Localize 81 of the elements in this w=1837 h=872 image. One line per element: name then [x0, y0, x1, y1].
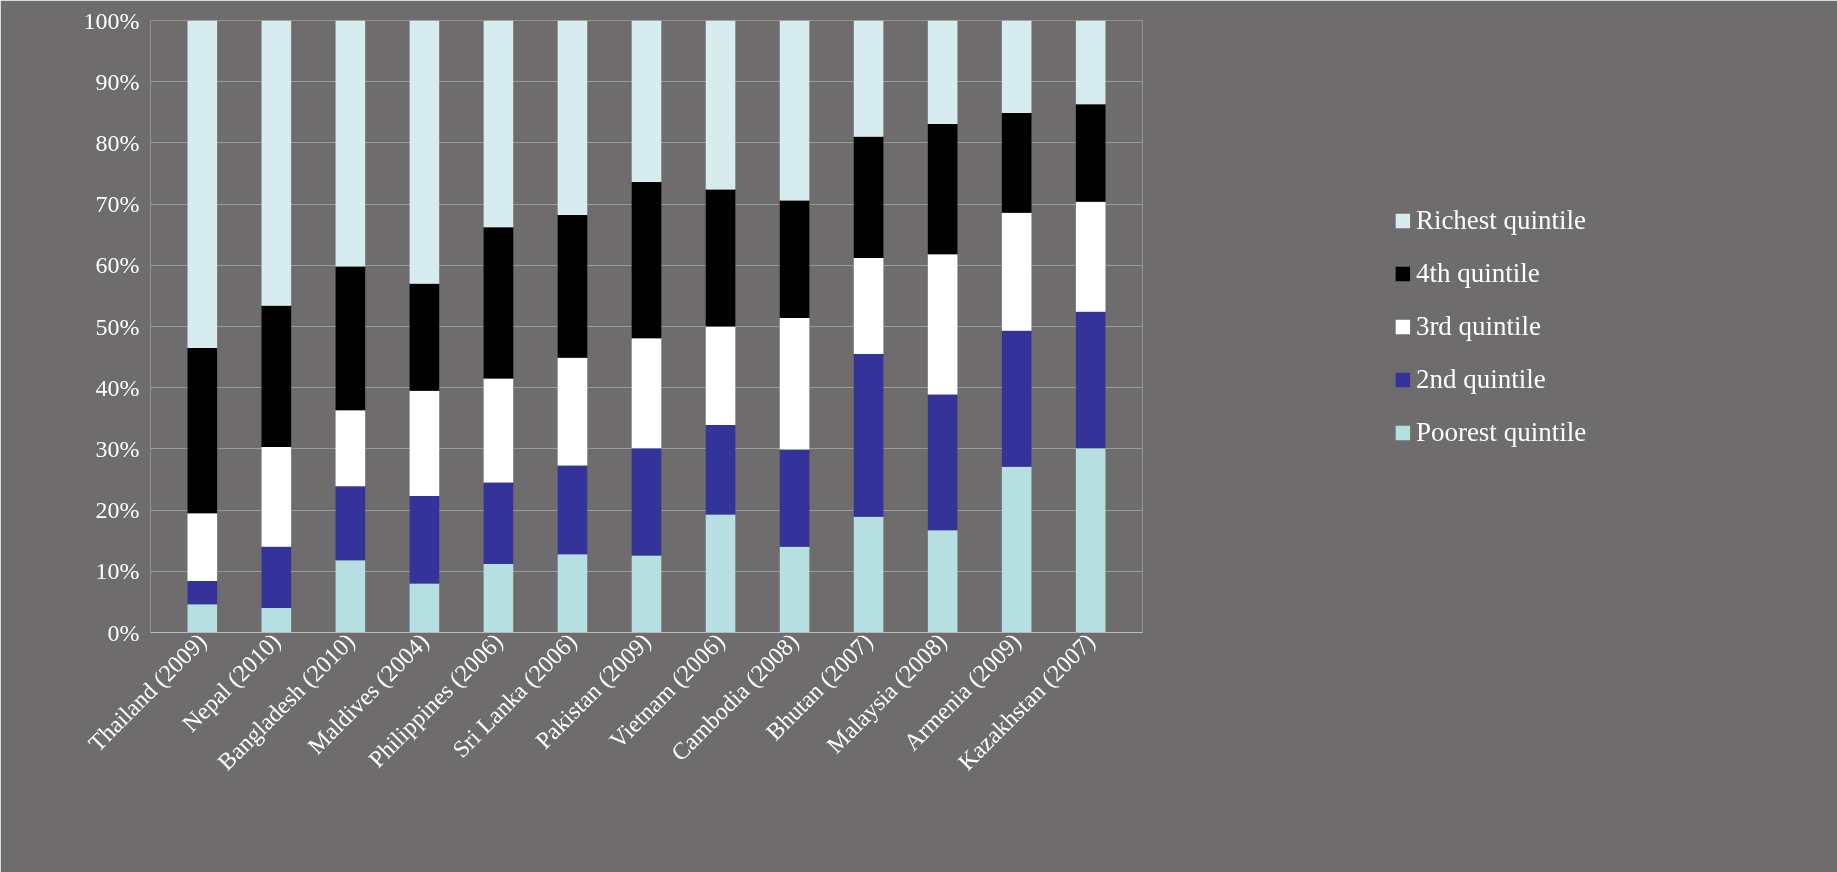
bar	[1001, 20, 1032, 113]
bar	[631, 555, 662, 633]
bar	[187, 347, 218, 514]
legend-label: Poorest quintile	[1415, 416, 1587, 448]
bar	[335, 266, 366, 411]
legend-label: 4th quintile	[1415, 257, 1540, 289]
bar	[261, 20, 292, 306]
bar	[187, 604, 218, 633]
bar	[409, 496, 440, 584]
bar	[631, 448, 662, 556]
bar	[483, 378, 514, 483]
bar	[1001, 112, 1032, 213]
bar	[261, 447, 292, 547]
bar	[1001, 466, 1032, 633]
bar	[1075, 448, 1106, 633]
bar	[631, 338, 662, 449]
bar	[557, 357, 588, 466]
y-tick-label: 60%	[95, 252, 140, 279]
bar	[927, 530, 958, 633]
bar	[483, 20, 514, 228]
y-tick-label: 80%	[95, 129, 140, 156]
bar	[631, 182, 662, 339]
bar	[853, 257, 884, 355]
y-tick-label: 100%	[83, 7, 140, 34]
bar	[1075, 201, 1106, 312]
bar	[335, 560, 366, 633]
bar	[705, 20, 736, 190]
bar	[409, 390, 440, 497]
bar	[1075, 311, 1106, 449]
bar	[187, 513, 218, 582]
bar	[557, 465, 588, 555]
bar	[705, 189, 736, 327]
bar	[261, 305, 292, 448]
bar	[779, 200, 810, 318]
bar	[557, 554, 588, 633]
bar	[631, 20, 662, 183]
bar	[1001, 212, 1032, 331]
bar	[853, 354, 884, 517]
bar	[853, 516, 884, 633]
y-tick-label: 30%	[95, 435, 140, 462]
bar	[335, 20, 366, 267]
bar	[409, 283, 440, 391]
bar	[927, 123, 958, 255]
bar	[409, 20, 440, 284]
y-tick-label: 70%	[95, 191, 140, 218]
bar	[705, 326, 736, 426]
bar	[483, 563, 514, 633]
bar	[483, 482, 514, 564]
legend-label: 2nd quintile	[1415, 363, 1546, 395]
bar	[853, 20, 884, 137]
y-tick-label: 0%	[107, 619, 140, 646]
bar	[261, 608, 292, 633]
bar	[1001, 330, 1032, 467]
bar	[409, 583, 440, 633]
y-tick-label: 20%	[95, 497, 140, 524]
bar	[779, 317, 810, 450]
y-tick-label: 10%	[95, 558, 140, 585]
bar	[483, 227, 514, 379]
bar	[779, 449, 810, 547]
y-tick-label: 90%	[95, 68, 140, 95]
bar	[1075, 20, 1106, 105]
bar	[927, 20, 958, 124]
bar	[557, 215, 588, 358]
bar	[927, 394, 958, 531]
bar	[557, 20, 588, 216]
legend-label: 3rd quintile	[1415, 310, 1542, 342]
bar	[705, 514, 736, 633]
bar	[335, 410, 366, 487]
bar	[335, 486, 366, 561]
bar	[779, 546, 810, 633]
y-tick-label: 40%	[95, 374, 140, 401]
bar	[187, 20, 218, 348]
bar	[187, 581, 218, 605]
bar	[927, 254, 958, 395]
bar	[261, 546, 292, 609]
legend-label: Richest quintile	[1415, 204, 1587, 236]
bar	[779, 20, 810, 201]
y-tick-label: 50%	[95, 313, 140, 340]
bar	[853, 136, 884, 258]
bar	[1075, 104, 1106, 202]
bar	[705, 425, 736, 515]
